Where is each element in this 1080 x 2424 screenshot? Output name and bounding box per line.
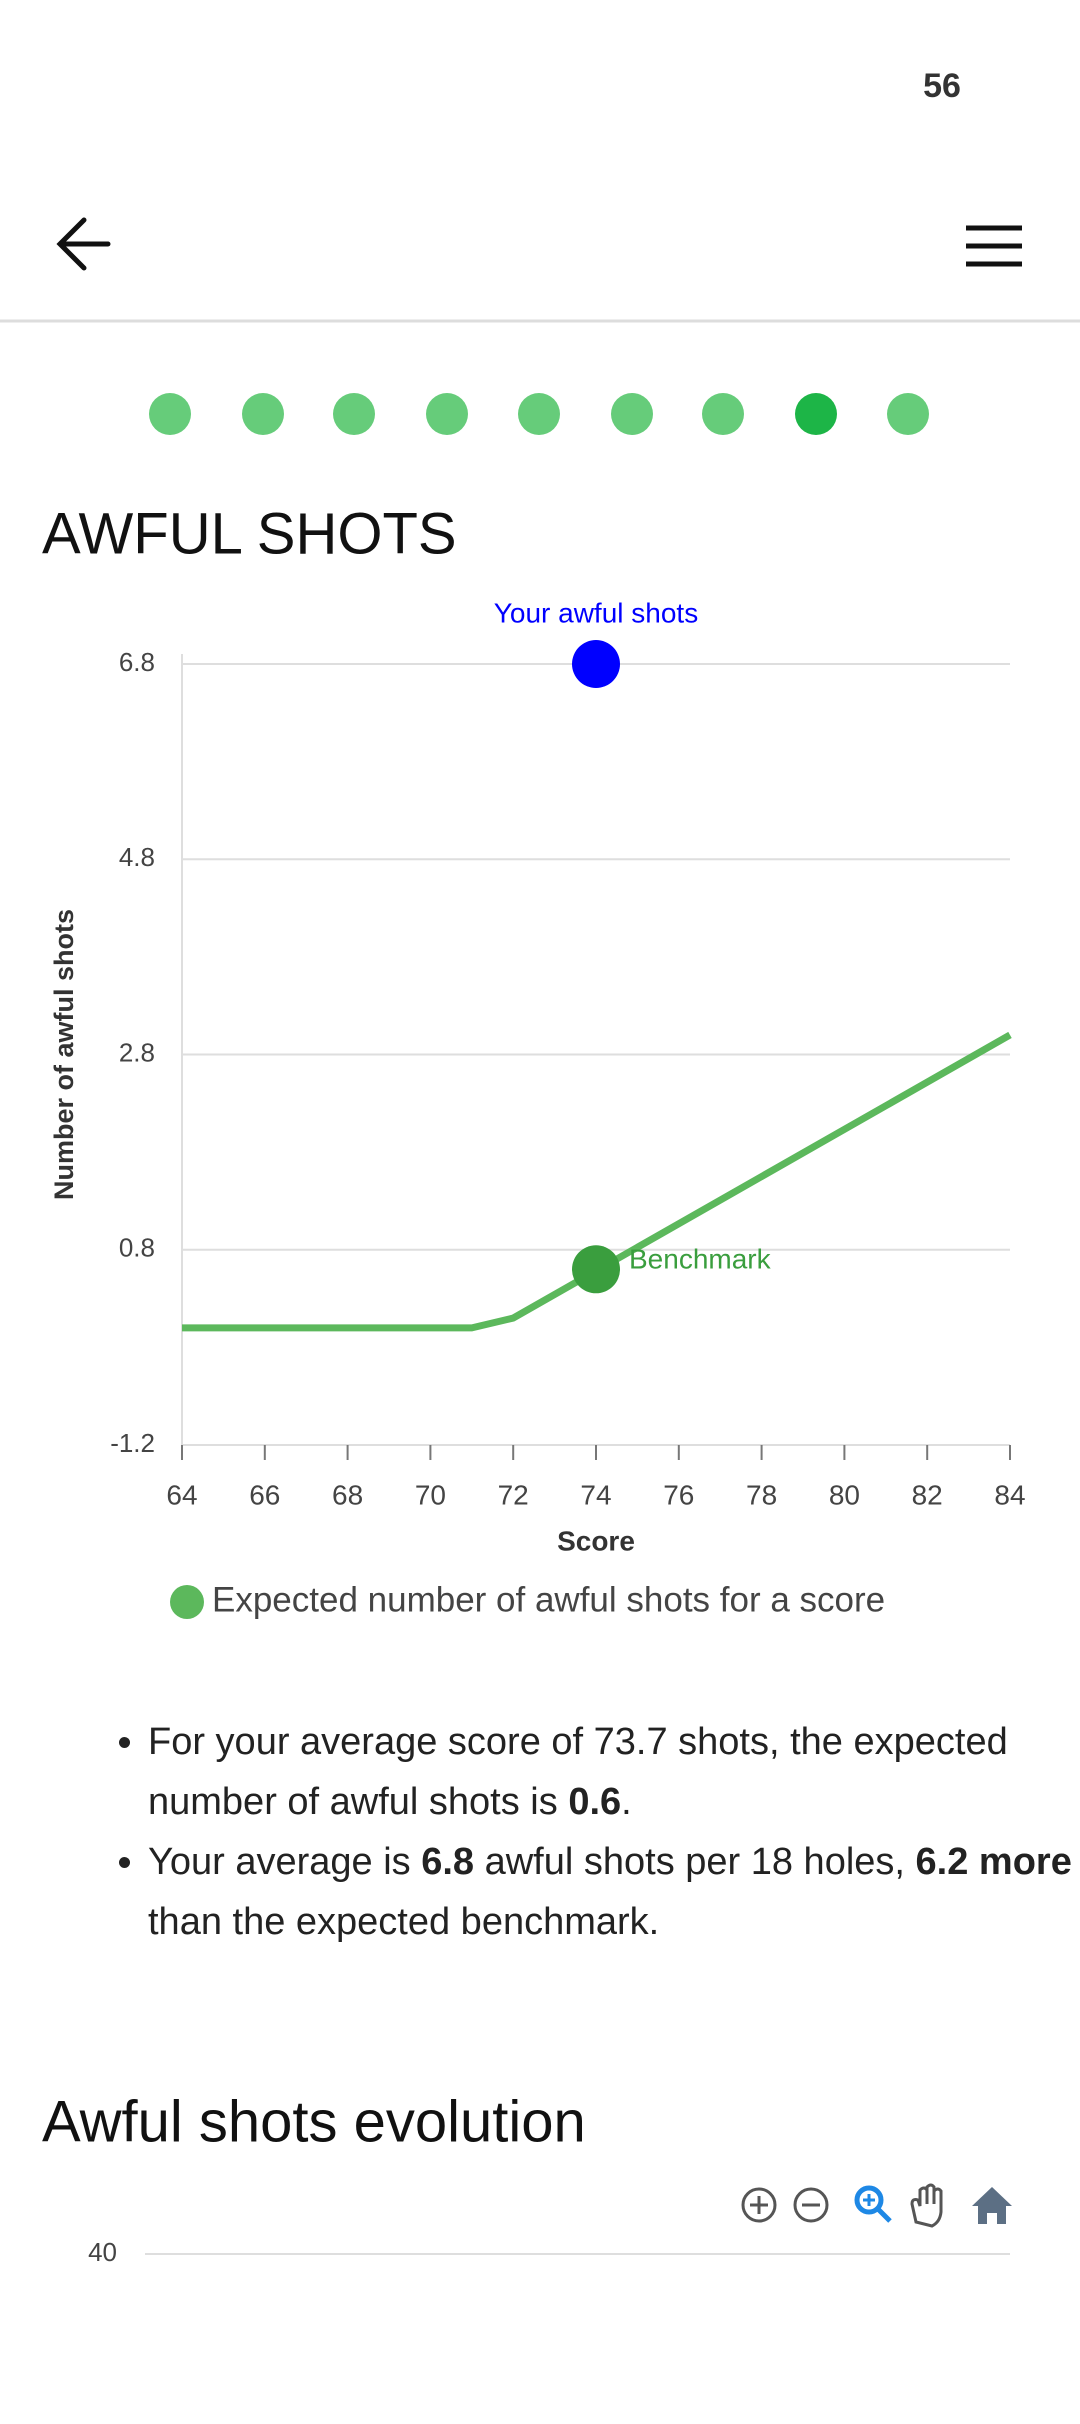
x-tick-label: 68: [332, 1479, 363, 1510]
y-tick-label: 6.8: [119, 647, 155, 677]
point-label: Benchmark: [629, 1244, 772, 1275]
text: For your average score of 73.7 shots, th…: [148, 1721, 1008, 1823]
point-label: Your awful shots: [494, 597, 698, 628]
highlight: 6.8: [421, 1841, 475, 1883]
chart-title: AWFUL SHOTS: [42, 501, 457, 566]
zoom-out-button[interactable]: [793, 2187, 829, 2223]
zoom-in-button[interactable]: [741, 2187, 777, 2223]
x-tick-label: 64: [166, 1479, 197, 1510]
page-dot[interactable]: [702, 393, 744, 435]
x-tick-label: 74: [580, 1479, 611, 1510]
y-tick-label: -1.2: [110, 1428, 155, 1458]
text: .: [621, 1781, 632, 1823]
x-tick-label: 70: [415, 1479, 446, 1510]
x-tick-label: 66: [249, 1479, 280, 1510]
page-dot[interactable]: [333, 393, 375, 435]
summary-item: Your average is 6.8 awful shots per 18 h…: [148, 1832, 1078, 1952]
y-tick-label: 0.8: [119, 1233, 155, 1263]
x-axis-label: Score: [557, 1525, 635, 1556]
y-tick-label: 40: [88, 2237, 117, 2267]
summary-list: For your average score of 73.7 shots, th…: [108, 1712, 1078, 1952]
x-tick-label: 76: [663, 1479, 694, 1510]
menu-button[interactable]: [966, 225, 1022, 267]
x-tick-label: 72: [498, 1479, 529, 1510]
page-indicator: [149, 393, 929, 435]
status-time: 56: [923, 67, 961, 105]
page-dot[interactable]: [611, 393, 653, 435]
pan-button[interactable]: [910, 2183, 943, 2228]
chart-title: Awful shots evolution: [42, 2089, 586, 2154]
page-dot-active[interactable]: [795, 393, 837, 435]
zoom-select-button[interactable]: [854, 2185, 892, 2223]
x-tick-label: 78: [746, 1479, 777, 1510]
series-line: [182, 1031, 1012, 1332]
point: [572, 1245, 620, 1294]
y-axis-label: Number of awful shots: [49, 909, 79, 1200]
text: Your average is: [148, 1841, 422, 1883]
home-button[interactable]: [972, 2187, 1012, 2224]
y-tick-label: 2.8: [119, 1037, 155, 1067]
legend-swatch: [170, 1585, 204, 1619]
highlight: 6.2 more: [915, 1841, 1072, 1883]
point: [572, 640, 620, 688]
legend-label: Expected number of awful shots for a sco…: [212, 1580, 885, 1619]
summary-item: For your average score of 73.7 shots, th…: [148, 1712, 1078, 1832]
page-dot[interactable]: [518, 393, 560, 435]
page-dot[interactable]: [149, 393, 191, 435]
highlight: 0.6: [568, 1781, 622, 1823]
text: than the expected benchmark.: [148, 1901, 660, 1943]
back-button[interactable]: [56, 217, 111, 271]
x-tick-label: 80: [829, 1479, 860, 1510]
page-dot[interactable]: [426, 393, 468, 435]
x-tick-label: 82: [912, 1479, 943, 1510]
x-tick-label: 84: [994, 1479, 1025, 1510]
page-dot[interactable]: [242, 393, 284, 435]
y-tick-label: 4.8: [119, 842, 155, 872]
chart-toolbar: [741, 2183, 1012, 2228]
text: awful shots per 18 holes,: [474, 1841, 916, 1883]
page-dot[interactable]: [887, 393, 929, 435]
